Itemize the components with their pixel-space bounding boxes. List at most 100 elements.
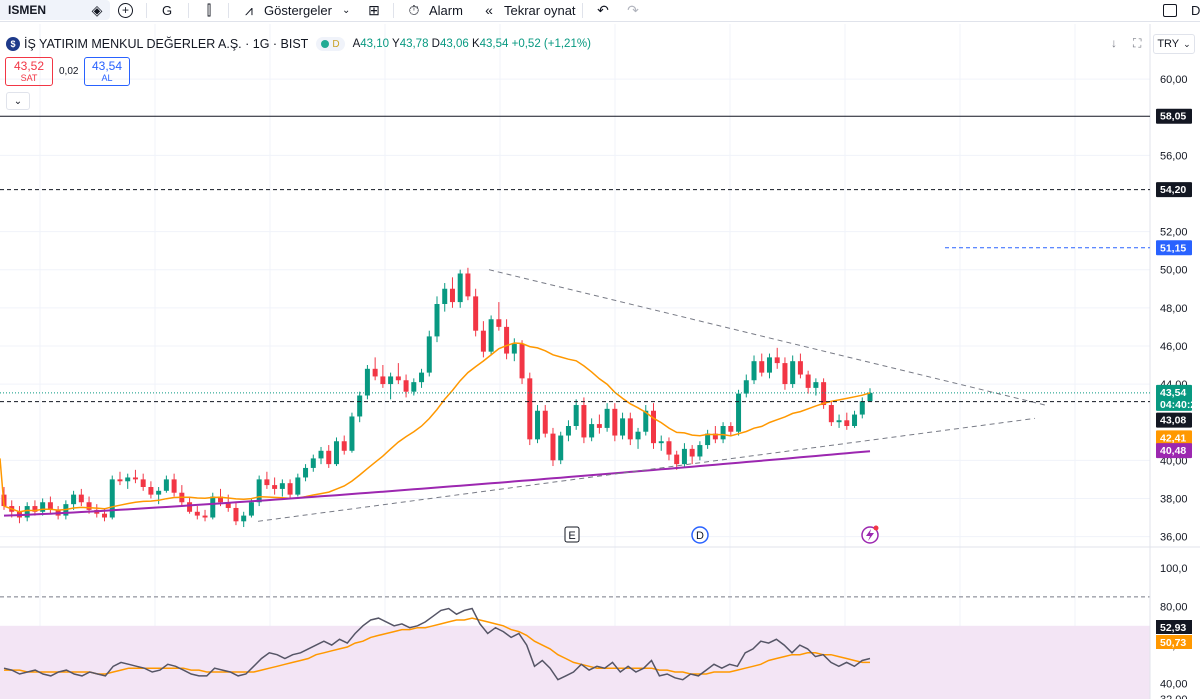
candle <box>442 283 448 312</box>
price-axis-tick: 38,00 <box>1160 493 1188 505</box>
price-badge-text: 54,20 <box>1160 184 1186 196</box>
candle-body <box>47 502 53 510</box>
maximize-icon[interactable]: ⛶ <box>1133 36 1142 50</box>
candle-body <box>720 426 726 440</box>
candle-body <box>218 496 223 503</box>
candle <box>666 437 672 461</box>
rsi-axis-tick: 100,0 <box>1160 563 1188 575</box>
candle-body <box>728 426 734 432</box>
status-letter: D <box>332 38 340 50</box>
currency-label: TRY <box>1157 38 1180 50</box>
candle <box>434 296 440 343</box>
collapse-legend-button[interactable]: ⌄ <box>6 92 30 110</box>
candle-body <box>449 288 455 303</box>
candle-body <box>434 304 440 337</box>
candle-body <box>743 380 749 394</box>
candle <box>194 506 200 520</box>
instrument-title[interactable]: İŞ YATIRIM MENKUL DEĞERLER A.Ş. · 1G · B… <box>24 37 309 51</box>
fullscreen-icon[interactable] <box>1163 0 1177 20</box>
candle <box>774 347 780 369</box>
candle-body <box>844 420 850 426</box>
price-badge-text: 51,15 <box>1160 242 1186 254</box>
buy-price: 43,54 <box>91 58 123 73</box>
add-symbol-icon[interactable]: + <box>118 0 133 20</box>
candle-body <box>620 418 626 436</box>
rewind-icon: « <box>485 2 493 18</box>
event-markers <box>564 525 879 544</box>
candle <box>705 429 711 449</box>
price-badge-text: 43,54 <box>1160 387 1186 399</box>
candle-body <box>681 448 687 465</box>
buy-button[interactable]: 43,54 AL <box>84 57 130 86</box>
candle <box>643 405 649 436</box>
candle <box>573 399 579 430</box>
high-key: Y <box>392 38 400 50</box>
grid-lines <box>0 24 1150 699</box>
compare-icon[interactable]: ◈ <box>91 1 103 18</box>
indicators-button[interactable]: ⩘ Göstergeler <box>240 0 332 20</box>
candle-body <box>759 361 765 373</box>
candle-body <box>310 458 316 468</box>
download-icon[interactable]: ↓ <box>1111 36 1117 50</box>
candle-body <box>279 483 285 489</box>
open-value: 43,10 <box>360 38 390 50</box>
redo-icon[interactable]: ↷ <box>627 1 639 18</box>
chevron-down-icon: ⌄ <box>1183 38 1191 49</box>
candle <box>47 496 53 514</box>
candle-body <box>504 326 510 354</box>
candle <box>790 355 796 388</box>
candle <box>728 422 734 436</box>
countdown-text: 04:40:29 <box>1160 399 1200 411</box>
price-axis-tick: 48,00 <box>1160 303 1188 315</box>
price-badge <box>1156 108 1192 124</box>
candle <box>272 477 278 495</box>
candle-body <box>852 414 858 426</box>
candle <box>326 445 332 468</box>
undo-icon[interactable]: ↶ <box>597 1 609 18</box>
candle <box>511 338 517 362</box>
candle-body <box>689 448 695 457</box>
rsi-badge-text: 52,93 <box>1160 622 1186 634</box>
currency-select[interactable]: TRY ⌄ <box>1153 34 1195 54</box>
candle-body <box>264 479 270 486</box>
replay-label: Tekrar oynat <box>504 2 576 18</box>
ma-purple-line <box>3 450 871 517</box>
candle-body <box>202 515 208 518</box>
candle <box>635 427 641 449</box>
candle <box>457 269 463 308</box>
candle-body <box>473 296 479 331</box>
candle <box>651 403 656 449</box>
candle <box>341 435 347 455</box>
candle-body <box>341 441 347 451</box>
candle-type-icon[interactable]: ⫿ <box>206 1 212 18</box>
chevron-down-icon[interactable]: ⌄ <box>342 4 351 16</box>
candle-body <box>419 372 425 383</box>
candle-body <box>171 479 177 493</box>
price-axis-tick: 56,00 <box>1160 150 1188 162</box>
support-trendline <box>257 417 1036 522</box>
sell-button[interactable]: 43,52 SAT <box>5 57 53 86</box>
interval-button[interactable]: G <box>162 0 172 20</box>
right-panel-label: D <box>1191 2 1200 18</box>
candle-body <box>813 382 819 388</box>
candle-body <box>372 368 378 377</box>
candle <box>535 405 541 444</box>
layouts-icon[interactable]: ⊞ <box>368 1 380 18</box>
price-axis-tick: 40,00 <box>1160 455 1188 467</box>
candle <box>117 471 123 486</box>
interval-label: G <box>162 2 173 18</box>
candle <box>287 479 293 499</box>
symbol-search[interactable]: ISMEN <box>0 0 110 20</box>
candle <box>179 485 185 507</box>
candle-body <box>194 511 200 516</box>
low-key: D <box>431 38 440 50</box>
change-value: +0,52 (+1,21%) <box>511 38 591 50</box>
replay-button[interactable]: « Tekrar oynat <box>480 0 576 20</box>
right-panel-button[interactable]: D <box>1191 0 1200 20</box>
market-status-badge[interactable]: D <box>316 37 345 51</box>
candle-body <box>78 494 84 503</box>
alarm-button[interactable]: ⏱ Alarm <box>405 0 463 20</box>
candle <box>449 277 455 308</box>
candle-body <box>565 426 571 436</box>
